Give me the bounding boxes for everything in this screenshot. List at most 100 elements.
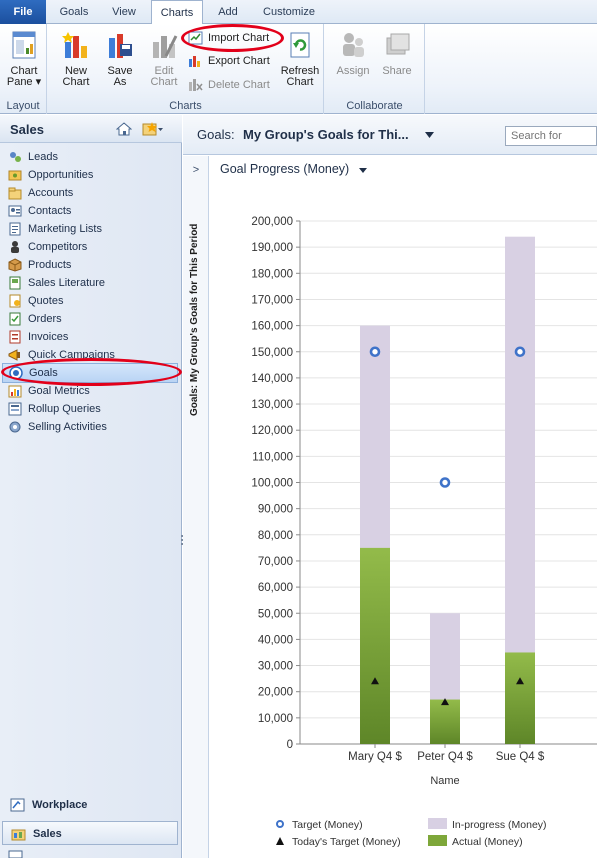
nav-item-goals[interactable]: Goals xyxy=(2,363,178,383)
y-tick-label: 160,000 xyxy=(251,321,293,333)
refresh-chart-label-2: Chart xyxy=(286,76,314,88)
nav-item-quotes[interactable]: Quotes xyxy=(6,292,63,310)
y-tick-label: 100,000 xyxy=(251,478,293,490)
view-selector[interactable]: My Group's Goals for Thi... xyxy=(243,127,409,142)
x-tick-label: Peter Q4 $ xyxy=(417,751,473,763)
today-target-marker xyxy=(371,677,379,685)
nav-item-rollup-queries[interactable]: Rollup Queries xyxy=(6,400,101,418)
opportunities-icon xyxy=(8,170,22,181)
y-tick-label: 110,000 xyxy=(252,451,293,463)
quotes-icon xyxy=(9,294,21,308)
export-chart-label: Export Chart xyxy=(208,55,270,67)
nav-item-selling-activities[interactable]: Selling Activities xyxy=(6,418,107,436)
chart-pane-label-2: Pane ▾ xyxy=(6,76,42,88)
tab-view[interactable]: View xyxy=(112,6,136,18)
legend-target-swatch xyxy=(276,820,284,828)
nav-item-label: Quotes xyxy=(28,295,64,307)
ribbon-group-label-layout: Layout xyxy=(6,100,40,112)
import-chart-icon xyxy=(188,31,203,45)
sales-literature-icon xyxy=(9,276,21,290)
favorites-icon[interactable] xyxy=(142,121,164,137)
nav-item-invoices[interactable]: Invoices xyxy=(6,328,68,346)
target-marker xyxy=(369,346,381,358)
nav-item-leads[interactable]: Leads xyxy=(6,148,58,166)
legend-label: Today's Target (Money) xyxy=(292,836,401,848)
view-dropdown-icon[interactable] xyxy=(425,132,434,138)
import-chart-button[interactable]: Import Chart xyxy=(186,28,269,48)
splitter-grip-icon[interactable] xyxy=(181,535,184,547)
delete-chart-button[interactable]: Delete Chart xyxy=(186,75,270,95)
y-tick-label: 30,000 xyxy=(258,661,293,673)
nav-item-products[interactable]: Products xyxy=(6,256,71,274)
share-button[interactable]: Share xyxy=(377,30,417,77)
y-tick-label: 180,000 xyxy=(251,268,293,280)
export-chart-button[interactable]: Export Chart xyxy=(186,51,270,71)
workplace-icon xyxy=(10,798,25,812)
sales-icon xyxy=(11,829,26,841)
goals-icon xyxy=(9,366,23,380)
view-prefix: Goals: xyxy=(197,127,235,142)
tab-charts[interactable]: Charts xyxy=(151,0,203,25)
new-chart-label-2: Chart xyxy=(62,76,90,88)
nav-item-sales-literature[interactable]: Sales Literature xyxy=(6,274,105,292)
refresh-chart-button[interactable]: Refresh Chart xyxy=(280,30,320,88)
new-chart-icon xyxy=(62,32,87,58)
wunderbar-label: Workplace xyxy=(32,799,88,811)
today-target-marker xyxy=(441,698,449,706)
edit-chart-button[interactable]: Edit Chart xyxy=(144,30,184,88)
chart-pane-button[interactable]: Chart Pane ▾ xyxy=(4,30,44,88)
wunderbar-workplace[interactable]: Workplace xyxy=(2,793,178,817)
y-tick-label: 150,000 xyxy=(251,347,293,359)
bar-actual xyxy=(430,699,460,744)
save-as-label-2: As xyxy=(113,76,127,88)
leads-icon xyxy=(10,152,21,162)
share-label: Share xyxy=(382,65,412,77)
nav-item-contacts[interactable]: Contacts xyxy=(6,202,71,220)
legend-label: Target (Money) xyxy=(292,819,363,831)
search-input[interactable] xyxy=(505,126,597,146)
assign-button[interactable]: Assign xyxy=(333,30,373,77)
home-icon[interactable] xyxy=(116,121,132,137)
wunderbar-more-icon[interactable] xyxy=(8,850,23,858)
tab-customize[interactable]: Customize xyxy=(263,6,315,18)
chart-pane-label-1: Chart xyxy=(10,65,38,77)
new-chart-label-1: New xyxy=(64,65,87,77)
chart-selector[interactable]: Goal Progress (Money) xyxy=(220,162,350,176)
competitors-icon xyxy=(11,241,19,253)
x-axis-label: Name xyxy=(430,775,459,787)
nav-item-orders[interactable]: Orders xyxy=(6,310,62,328)
nav-item-label: Leads xyxy=(28,151,58,163)
y-tick-label: 50,000 xyxy=(258,608,293,620)
x-tick-label: Mary Q4 $ xyxy=(348,751,402,763)
nav-item-opportunities[interactable]: Opportunities xyxy=(6,166,93,184)
import-chart-label: Import Chart xyxy=(208,32,270,44)
tab-goals[interactable]: Goals xyxy=(59,6,89,18)
today-target-marker xyxy=(516,677,524,685)
y-tick-label: 80,000 xyxy=(258,530,293,542)
save-as-button[interactable]: Save As xyxy=(100,30,140,88)
y-tick-label: 190,000 xyxy=(251,242,293,254)
nav-item-quick-campaigns[interactable]: Quick Campaigns xyxy=(6,346,115,364)
rollup-queries-icon xyxy=(8,402,22,416)
wunderbar-sales[interactable]: Sales xyxy=(2,821,178,845)
target-marker xyxy=(439,477,451,488)
new-chart-button[interactable]: New Chart xyxy=(56,30,96,88)
legend-today-target-swatch xyxy=(276,837,284,845)
collapse-chevron-icon[interactable]: > xyxy=(192,164,200,176)
y-tick-label: 70,000 xyxy=(258,556,293,568)
nav-item-label: Opportunities xyxy=(28,169,94,181)
tab-add[interactable]: Add xyxy=(218,6,238,18)
nav-item-label: Sales Literature xyxy=(28,277,106,289)
ribbon-group-charts: New Chart Save As Edit Chart Import Char… xyxy=(48,24,324,114)
nav-item-label: Marketing Lists xyxy=(28,223,102,235)
nav-item-goal-metrics[interactable]: Goal Metrics xyxy=(6,382,90,400)
nav-item-marketing-lists[interactable]: Marketing Lists xyxy=(6,220,102,238)
nav-item-accounts[interactable]: Accounts xyxy=(6,184,73,202)
save-as-icon xyxy=(109,34,132,58)
nav-item-label: Orders xyxy=(28,313,62,325)
tab-file[interactable]: File xyxy=(0,0,46,24)
chart-dropdown-icon[interactable] xyxy=(359,168,367,173)
nav-item-competitors[interactable]: Competitors xyxy=(6,238,87,256)
refresh-chart-icon xyxy=(290,32,310,58)
